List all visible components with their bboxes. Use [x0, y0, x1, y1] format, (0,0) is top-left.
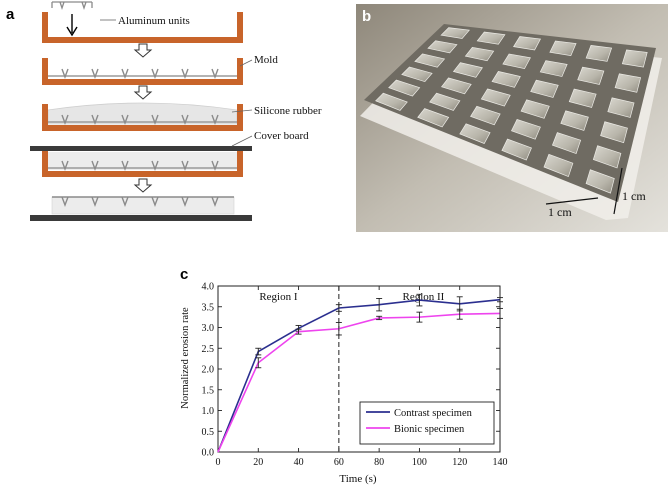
- aluminum-unit-tile: [568, 88, 597, 108]
- aluminum-unit-tile: [440, 77, 472, 95]
- y-tick-label: 3.5: [202, 302, 215, 313]
- panel-label-c: c: [180, 266, 189, 283]
- series-line: [217, 312, 501, 453]
- aluminum-unit-tile: [401, 66, 433, 83]
- region-label: Region II: [402, 291, 444, 303]
- y-tick-label: 1.5: [202, 385, 215, 396]
- label-mold: Mold: [254, 54, 278, 66]
- series-line: [217, 298, 501, 453]
- label-cover-board: Cover board: [254, 130, 309, 142]
- aluminum-unit-tile: [491, 71, 521, 88]
- y-tick-label: 4.0: [202, 282, 215, 293]
- aluminum-unit-tile: [614, 73, 642, 93]
- x-tick-label: 0: [216, 457, 221, 468]
- x-tick-label: 80: [374, 457, 384, 468]
- legend-label: Contrast specimen: [394, 408, 473, 419]
- y-tick-label: 1.0: [202, 406, 215, 417]
- x-tick-label: 140: [493, 457, 508, 468]
- step-cover-board: Cover board: [30, 130, 309, 177]
- aluminum-unit-tile: [621, 49, 648, 68]
- aluminum-unit-tile: [511, 119, 541, 140]
- aluminum-unit-tile: [388, 79, 421, 97]
- process-arrow-icon: [133, 85, 153, 100]
- process-arrow-icon: [133, 43, 153, 58]
- panel-label-b: b: [362, 8, 372, 25]
- aluminum-unit-tile: [427, 40, 458, 54]
- aluminum-unit-tile: [470, 105, 501, 126]
- aluminum-unit-tile: [520, 99, 550, 119]
- aluminum-unit-tile: [513, 36, 542, 51]
- x-tick-label: 60: [334, 457, 344, 468]
- aluminum-unit-tile: [480, 88, 511, 107]
- x-tick-label: 40: [294, 457, 304, 468]
- y-tick-label: 2.0: [202, 365, 215, 376]
- aluminum-unit-tile: [543, 153, 574, 178]
- x-tick-label: 120: [452, 457, 467, 468]
- x-tick-label: 20: [253, 457, 263, 468]
- aluminum-unit-tile: [607, 97, 635, 118]
- label-aluminum-units: Aluminum units: [118, 15, 190, 27]
- y-axis-title: Normalized erosion rate: [180, 307, 191, 409]
- aluminum-unit-tile: [459, 123, 491, 144]
- step-demolded-specimen: [30, 196, 252, 221]
- aluminum-unit-tile: [414, 53, 446, 68]
- y-tick-label: 0.5: [202, 427, 215, 438]
- aluminum-unit-tile: [549, 40, 577, 57]
- aluminum-unit-tile: [592, 145, 622, 169]
- step-empty-mold: Aluminum units: [42, 1, 243, 43]
- aluminum-unit-tile: [502, 53, 531, 70]
- aluminum-unit-tile: [530, 79, 559, 98]
- dimension-label-width: 1 cm: [548, 205, 572, 219]
- aluminum-unit-tile: [429, 92, 461, 111]
- panel-label-a: a: [6, 6, 15, 23]
- aluminum-unit-tile: [440, 27, 470, 39]
- y-tick-label: 2.5: [202, 344, 215, 355]
- aluminum-unit-tile: [539, 60, 568, 77]
- fabrication-schematic: Aluminum units Mold Silicone rubber Cove…: [30, 1, 322, 221]
- aluminum-unit-tile: [551, 132, 582, 154]
- y-tick-label: 0.0: [202, 448, 215, 459]
- specimen-photo: 1 cm 1 cm: [356, 4, 668, 232]
- aluminum-unit-tile: [452, 62, 483, 78]
- aluminum-unit-tile: [375, 92, 408, 111]
- aluminum-unit-tile: [464, 46, 495, 62]
- aluminum-unit-tile: [501, 138, 532, 161]
- aluminum-unit-tile: [585, 45, 613, 62]
- aluminum-unit-tile: [585, 169, 615, 194]
- aluminum-unit-tile: [560, 110, 589, 131]
- x-tick-label: 100: [412, 457, 427, 468]
- y-tick-label: 3.0: [202, 323, 215, 334]
- step-silicone-rubber: Silicone rubber: [42, 102, 322, 131]
- aluminum-unit-tile: [577, 66, 605, 85]
- legend-box: [359, 401, 495, 445]
- aluminum-unit-tile: [600, 121, 628, 144]
- step-mold-with-units: Mold: [42, 54, 278, 85]
- erosion-rate-chart: Normalized erosion rate Time (s) 0.0 0.5 1…: [180, 282, 508, 486]
- aluminum-unit-tile: [417, 108, 450, 128]
- process-arrow-icon: [133, 178, 153, 193]
- legend-label: Bionic specimen: [394, 424, 465, 435]
- aluminum-unit-shape: [51, 1, 93, 11]
- x-axis-title: Time (s): [339, 473, 377, 485]
- dimension-label-height: 1 cm: [622, 189, 646, 203]
- label-silicone-rubber: Silicone rubber: [254, 105, 322, 117]
- aluminum-unit-tile: [476, 31, 506, 45]
- region-label: Region I: [259, 291, 298, 303]
